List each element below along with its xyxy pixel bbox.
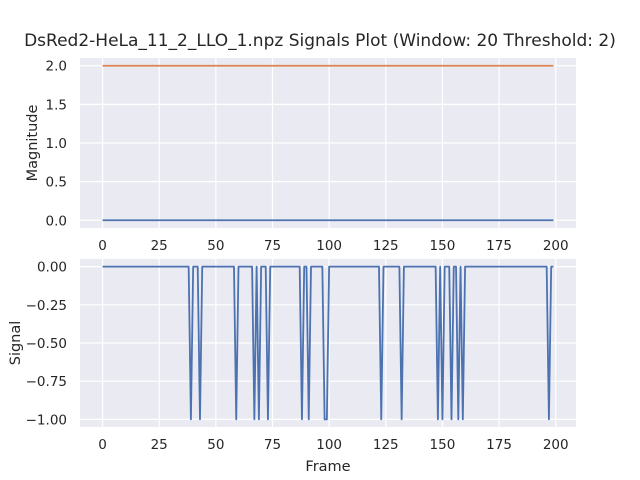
- signal-y-axis-label: Signal: [8, 321, 24, 366]
- signal-y-tick-label: −0.25: [26, 298, 67, 314]
- magnitude-x-tick-label: 175: [486, 238, 512, 254]
- signal-x-tick-label: 200: [543, 437, 569, 453]
- signal-x-tick-label: 100: [316, 437, 342, 453]
- magnitude-x-tick-label: 0: [98, 238, 107, 254]
- signal-x-tick-label: 150: [430, 437, 456, 453]
- signal-x-tick-label: 125: [373, 437, 399, 453]
- signal-x-tick-label: 175: [486, 437, 512, 453]
- magnitude-y-tick-label: 0.0: [46, 213, 67, 229]
- magnitude-x-tick-label: 25: [151, 238, 168, 254]
- magnitude-y-tick-label: 0.5: [46, 175, 67, 191]
- signal-y-tick-label: −0.50: [26, 336, 67, 352]
- signal-x-axis-label: Frame: [305, 459, 350, 475]
- signal-series-line-0: [102, 265, 554, 421]
- magnitude-x-tick-label: 125: [373, 238, 399, 254]
- magnitude-x-tick-label: 100: [316, 238, 342, 254]
- magnitude-y-tick-label: 1.0: [46, 136, 67, 152]
- figure-title: DsRed2-HeLa_11_2_LLO_1.npz Signals Plot …: [24, 31, 616, 51]
- magnitude-y-tick-label: 2.0: [46, 59, 67, 75]
- signal-x-tick-label: 25: [151, 437, 168, 453]
- magnitude-x-tick-label: 200: [543, 238, 569, 254]
- magnitude-x-tick-label: 50: [207, 238, 224, 254]
- signal-x-tick-label: 50: [207, 437, 224, 453]
- magnitude-plot: 0 25 50 75 100 125 150 175 200 0.0 0.5 1.0 1.5 2.0 Mag…: [25, 58, 576, 254]
- magnitude-x-tick-label: 150: [430, 238, 456, 254]
- magnitude-y-axis-label: Magnitude: [25, 105, 41, 182]
- signal-y-tick-label: −1.00: [26, 412, 67, 428]
- signal-x-tick-label: 0: [98, 437, 107, 453]
- signal-y-tick-label: 0.00: [37, 260, 67, 276]
- magnitude-y-tick-label: 1.5: [46, 97, 67, 113]
- signal-plot: 0 25 50 75 100 125 150 175 200 0.00 −0.25 −0.50 −0.7…: [8, 259, 576, 475]
- signal-x-tick-label: 75: [264, 437, 281, 453]
- signal-y-tick-label: −0.75: [26, 374, 67, 390]
- magnitude-x-tick-label: 75: [264, 238, 281, 254]
